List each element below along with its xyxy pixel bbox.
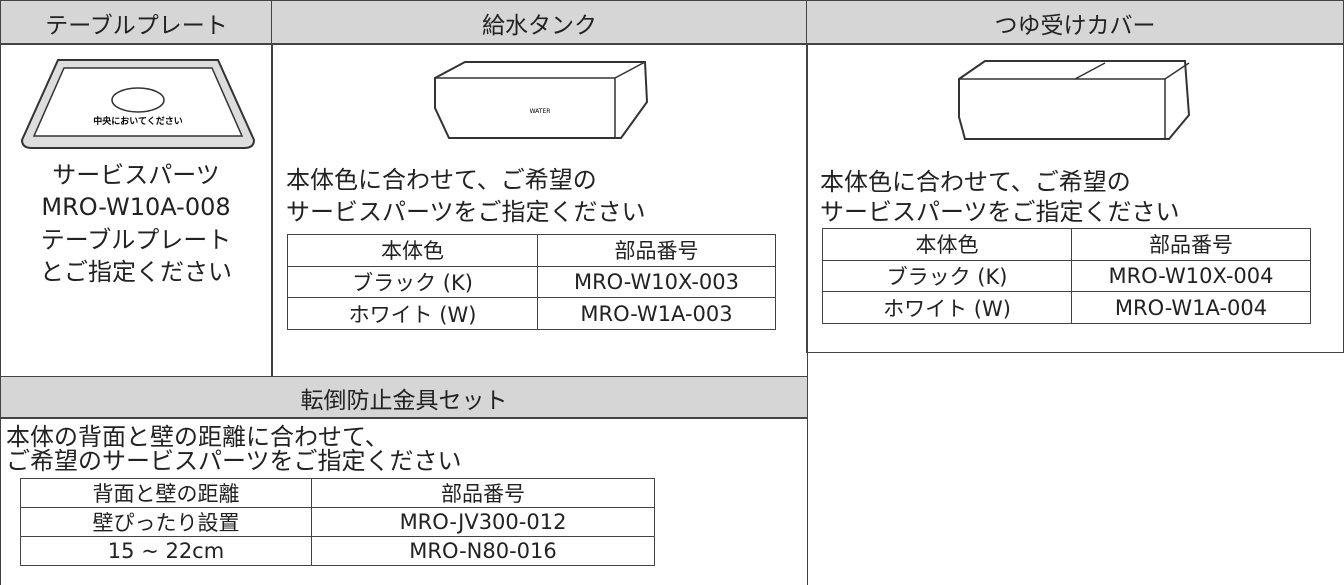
cover-illustration bbox=[958, 60, 1191, 140]
table-cell: MRO-W1A-004 bbox=[1071, 291, 1311, 325]
table-header: 背面と壁の距離 bbox=[20, 478, 312, 508]
text-line: とご指定ください bbox=[40, 258, 232, 286]
instruction: ご希望のサービスパーツをご指定ください bbox=[6, 447, 462, 475]
instruction: 本体の背面と壁の距離に合わせて、 bbox=[6, 423, 389, 451]
text-line: テーブルプレート bbox=[40, 226, 232, 254]
table-header: 部品番号 bbox=[311, 478, 655, 508]
plate-text: 中央においてください bbox=[93, 115, 182, 127]
table-header: 本体色 bbox=[287, 234, 538, 267]
table-cell: MRO-JV300-012 bbox=[311, 507, 655, 537]
table-cell: MRO-W1A-003 bbox=[537, 297, 776, 331]
tank-illustration: WATER bbox=[434, 61, 649, 139]
instruction: 本体色に合わせて、ご希望の bbox=[286, 166, 597, 194]
content-cell bbox=[0, 417, 808, 585]
table-header: 部品番号 bbox=[537, 234, 776, 267]
table-cell: ブラック (K) bbox=[822, 259, 1072, 293]
section-title: 転倒防止金具セット bbox=[300, 387, 508, 414]
tank-text: WATER bbox=[530, 108, 551, 115]
instruction: サービスパーツをご指定ください bbox=[820, 198, 1180, 226]
table-cell: 15 ~ 22cm bbox=[20, 536, 312, 566]
instruction: 本体色に合わせて、ご希望の bbox=[820, 168, 1131, 196]
table-cell: ブラック (K) bbox=[287, 265, 538, 299]
header-cell: テーブルプレート bbox=[0, 0, 273, 45]
text-line: サービスパーツ bbox=[52, 161, 220, 189]
table-cell: MRO-W10X-004 bbox=[1071, 259, 1311, 293]
header-cell: 転倒防止金具セット bbox=[0, 376, 808, 419]
table-cell: ホワイト (W) bbox=[287, 297, 538, 331]
section-title: 給水タンク bbox=[482, 12, 597, 39]
section-title: つゆ受けカバー bbox=[994, 12, 1156, 39]
table-cell: 壁ぴったり設置 bbox=[20, 507, 312, 537]
header-cell: 給水タンク bbox=[271, 0, 808, 45]
instruction: サービスパーツをご指定ください bbox=[286, 198, 646, 226]
header-cell: つゆ受けカバー bbox=[806, 0, 1344, 45]
section-title: テーブルプレート bbox=[45, 12, 228, 39]
table-header: 部品番号 bbox=[1071, 228, 1311, 261]
table-cell: ホワイト (W) bbox=[822, 291, 1072, 325]
table-header: 本体色 bbox=[822, 228, 1072, 261]
text-line: MRO-W10A-008 bbox=[41, 193, 231, 221]
table-cell: MRO-W10X-003 bbox=[537, 265, 776, 299]
table-cell: MRO-N80-016 bbox=[311, 536, 655, 566]
plate-illustration: 中央においてください bbox=[20, 59, 256, 149]
